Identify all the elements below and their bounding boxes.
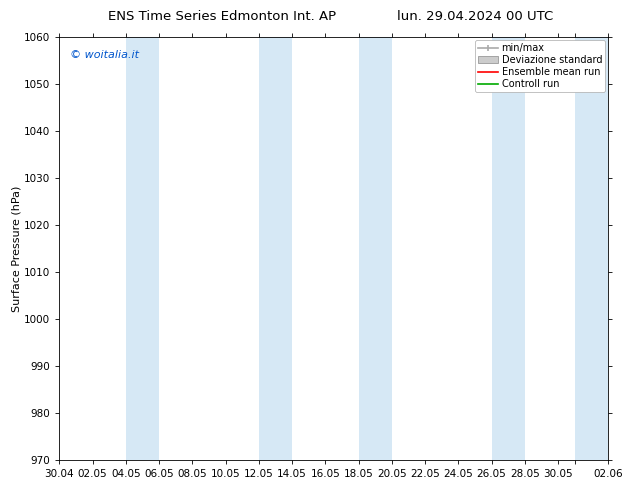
Text: © woitalia.it: © woitalia.it bbox=[70, 50, 139, 60]
Bar bbox=[259, 37, 292, 460]
Bar bbox=[126, 37, 159, 460]
Text: lun. 29.04.2024 00 UTC: lun. 29.04.2024 00 UTC bbox=[398, 10, 553, 23]
Legend: min/max, Deviazione standard, Ensemble mean run, Controll run: min/max, Deviazione standard, Ensemble m… bbox=[476, 40, 605, 92]
Bar bbox=[574, 37, 608, 460]
Y-axis label: Surface Pressure (hPa): Surface Pressure (hPa) bbox=[11, 185, 22, 312]
Bar bbox=[491, 37, 525, 460]
Bar bbox=[359, 37, 392, 460]
Text: ENS Time Series Edmonton Int. AP: ENS Time Series Edmonton Int. AP bbox=[108, 10, 336, 23]
